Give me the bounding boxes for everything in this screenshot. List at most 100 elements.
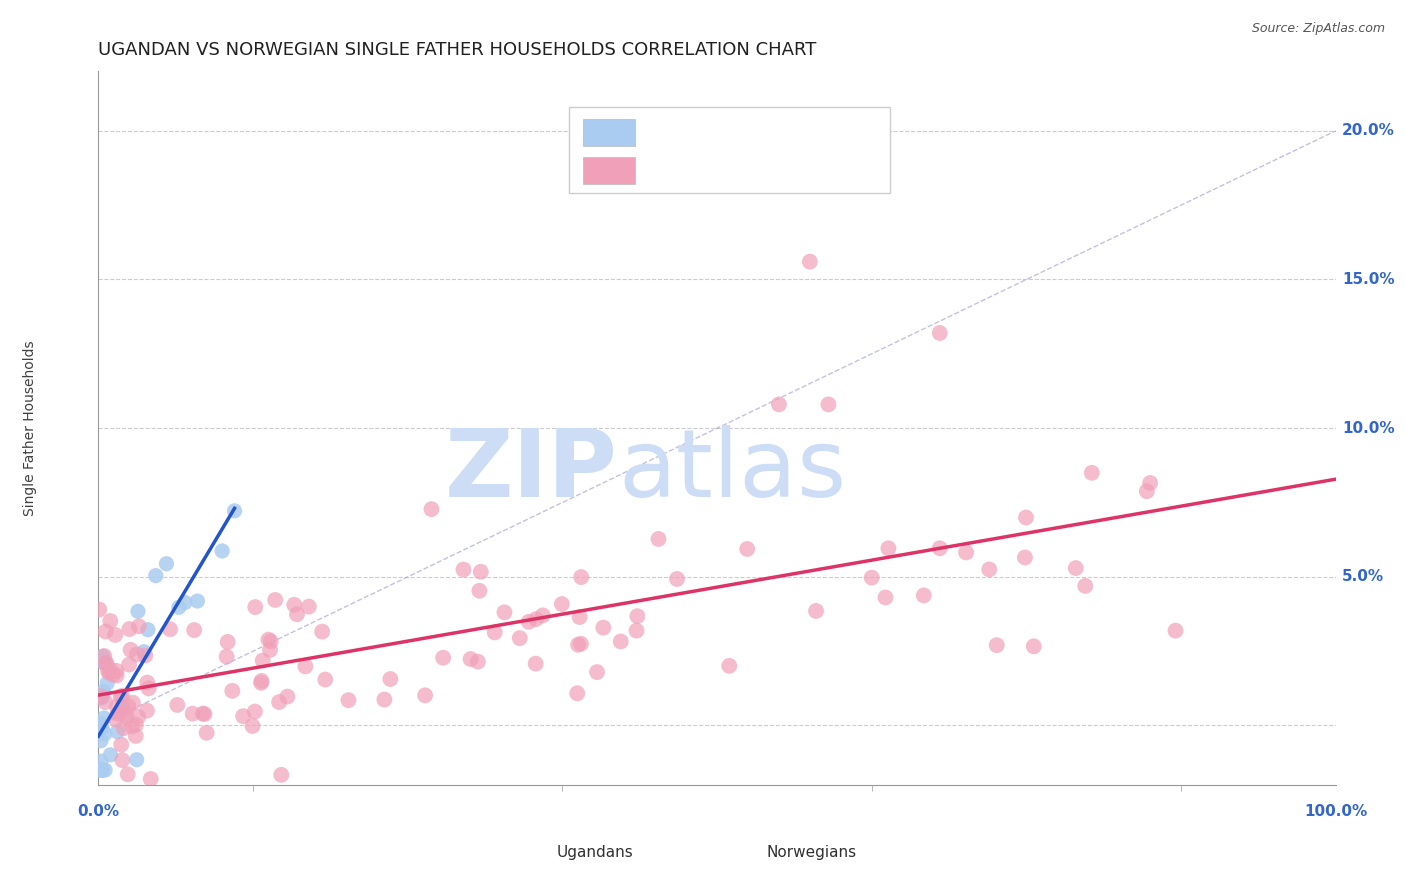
Point: [955, 545, 977, 559]
Point: [127, 710, 149, 724]
Point: [666, 572, 689, 586]
Point: [1164, 624, 1187, 638]
Point: [121, 719, 143, 733]
Point: [98, 663, 121, 677]
Point: [138, 681, 160, 696]
Point: [586, 665, 609, 679]
Point: [626, 609, 648, 624]
Point: [877, 541, 900, 556]
Point: [91, 721, 114, 735]
Point: [90, 690, 112, 704]
Text: R = 0.402   N = 124: R = 0.402 N = 124: [650, 161, 863, 180]
Point: [118, 657, 141, 672]
Point: [125, 729, 148, 743]
Point: [647, 532, 669, 546]
Point: [337, 693, 360, 707]
Point: [87, 763, 110, 777]
FancyBboxPatch shape: [583, 157, 636, 184]
Point: [96, 676, 118, 690]
Point: [89, 602, 111, 616]
Point: [468, 583, 491, 598]
Point: [243, 705, 266, 719]
Point: [928, 326, 950, 340]
Point: [122, 696, 145, 710]
Text: Source: ZipAtlas.com: Source: ZipAtlas.com: [1251, 22, 1385, 36]
Point: [928, 541, 950, 556]
FancyBboxPatch shape: [501, 840, 540, 862]
Point: [112, 721, 135, 735]
Point: [104, 628, 127, 642]
Point: [136, 675, 159, 690]
Text: Ugandans: Ugandans: [557, 845, 633, 860]
Point: [524, 612, 547, 626]
Point: [89, 716, 111, 731]
Text: 100.0%: 100.0%: [1305, 805, 1367, 819]
Text: Norwegians: Norwegians: [766, 845, 856, 860]
Point: [97, 665, 120, 679]
Point: [105, 724, 128, 739]
Point: [93, 657, 115, 671]
Point: [259, 643, 281, 657]
Point: [128, 619, 150, 633]
Point: [592, 621, 614, 635]
Point: [270, 768, 292, 782]
Point: [105, 664, 128, 678]
Point: [90, 763, 112, 777]
Point: [979, 562, 1001, 576]
Text: 10.0%: 10.0%: [1341, 421, 1395, 435]
Point: [232, 709, 254, 723]
Point: [380, 672, 402, 686]
Point: [609, 634, 631, 648]
Point: [224, 504, 246, 518]
Point: [494, 605, 516, 619]
Text: ZIP: ZIP: [446, 425, 619, 517]
Text: 0.0%: 0.0%: [77, 805, 120, 819]
Point: [252, 654, 274, 668]
Point: [509, 631, 531, 645]
Point: [125, 753, 148, 767]
Point: [804, 604, 827, 618]
Point: [183, 623, 205, 637]
Point: [860, 571, 883, 585]
Point: [250, 673, 273, 688]
Text: UGANDAN VS NORWEGIAN SINGLE FATHER HOUSEHOLDS CORRELATION CHART: UGANDAN VS NORWEGIAN SINGLE FATHER HOUSE…: [98, 41, 817, 59]
Point: [105, 713, 128, 727]
Point: [1064, 561, 1087, 575]
Point: [217, 635, 239, 649]
Point: [276, 690, 298, 704]
Point: [1139, 475, 1161, 490]
Point: [159, 622, 181, 636]
Text: atlas: atlas: [619, 425, 846, 517]
Point: [96, 656, 118, 670]
Point: [139, 772, 162, 786]
Point: [90, 733, 112, 747]
Point: [567, 686, 589, 700]
Point: [211, 544, 233, 558]
Point: [257, 632, 280, 647]
Point: [245, 600, 267, 615]
Point: [413, 688, 436, 702]
Point: [120, 642, 142, 657]
Point: [167, 600, 190, 615]
Point: [817, 397, 839, 411]
Point: [87, 724, 110, 739]
Text: 5.0%: 5.0%: [1341, 569, 1384, 584]
Point: [470, 565, 492, 579]
FancyBboxPatch shape: [583, 120, 636, 146]
Point: [195, 726, 218, 740]
Point: [524, 657, 547, 671]
Point: [132, 645, 155, 659]
Point: [93, 711, 115, 725]
Point: [91, 690, 114, 705]
Point: [294, 659, 316, 673]
Point: [90, 763, 112, 777]
Point: [94, 763, 117, 777]
Point: [125, 648, 148, 662]
Point: [264, 593, 287, 607]
Point: [420, 502, 443, 516]
Point: [181, 706, 204, 721]
Point: [91, 763, 114, 777]
Point: [100, 747, 122, 762]
Point: [373, 692, 395, 706]
Point: [91, 649, 114, 664]
